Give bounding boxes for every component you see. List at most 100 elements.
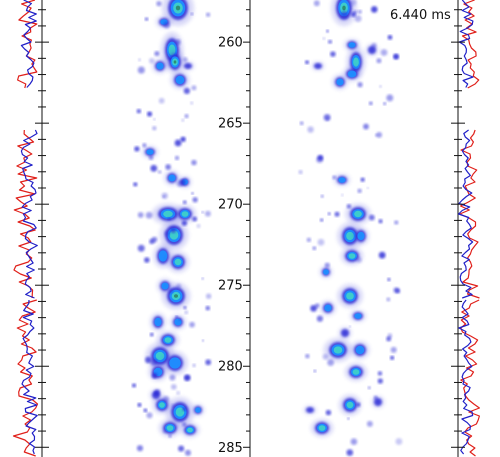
feature-dot: [205, 359, 212, 366]
feature-dot: [183, 306, 187, 310]
feature-dot: [320, 194, 324, 198]
feature-blob: [320, 300, 336, 316]
feature-blob: [337, 284, 363, 308]
feature-blob: [158, 419, 182, 437]
feature-dot: [145, 356, 152, 364]
feature-dot: [368, 214, 375, 221]
feature-dot: [181, 118, 185, 122]
feature-blob: [323, 338, 353, 362]
depth-axis-ticks: 260 265 270 275 280 285: [35, 9, 465, 456]
feature-dot: [136, 108, 141, 114]
feature-dot: [332, 175, 337, 180]
feature-dot: [390, 346, 397, 353]
feature-dot: [348, 325, 351, 328]
feature-blob: [338, 327, 352, 339]
feature-blob: [164, 170, 180, 186]
feature-blob: [191, 404, 205, 416]
feature-dot: [310, 304, 317, 312]
profile-trace: [12, 299, 39, 457]
profile-trace: [20, 0, 37, 88]
feature-dot: [327, 359, 335, 366]
feature-dot: [184, 449, 192, 456]
feature-dot: [196, 224, 201, 228]
feature-blob: [181, 61, 195, 71]
feature-dot: [176, 391, 180, 395]
feature-dot: [312, 246, 317, 251]
feature-blob: [148, 363, 168, 381]
feature-dot: [386, 94, 394, 102]
feature-blob: [166, 251, 190, 273]
feature-dot: [168, 288, 174, 294]
feature-dot: [380, 49, 388, 56]
feature-dot: [191, 192, 194, 195]
feature-dot: [134, 146, 140, 152]
feature-dot: [353, 10, 358, 14]
feature-dot: [153, 118, 156, 121]
feature-dot: [346, 204, 352, 209]
feature-dot: [377, 378, 383, 384]
feature-dot: [387, 277, 391, 282]
profile-trace: [13, 129, 38, 299]
profile-trace: [17, 0, 38, 89]
feature-dot: [192, 363, 196, 367]
feature-dot: [189, 321, 195, 328]
feature-dot: [363, 123, 369, 130]
feature-blob: [311, 61, 325, 71]
feature-dot: [316, 315, 324, 322]
feature-dot: [317, 238, 325, 246]
feature-dot: [341, 193, 344, 197]
feature-dot: [171, 403, 175, 407]
feature-blob: [353, 227, 369, 245]
depth-tick-label: 265: [218, 117, 243, 132]
feature-dot: [205, 305, 210, 311]
profile-trace: [458, 299, 474, 455]
feature-dot: [328, 39, 332, 44]
feature-dot: [369, 101, 373, 106]
feature-dot: [154, 389, 161, 396]
feature-dot: [206, 12, 211, 17]
feature-dot: [136, 445, 144, 452]
feature-dot: [340, 10, 348, 18]
feature-dot: [137, 402, 142, 407]
feature-blob: [150, 313, 166, 331]
feature-dot: [334, 211, 340, 217]
feature-dot: [164, 230, 170, 237]
feature-dot: [350, 0, 357, 6]
feature-dot: [322, 37, 326, 40]
feature-dot: [387, 35, 393, 40]
feature-dot: [386, 336, 392, 342]
feature-dot: [390, 355, 395, 360]
feature-dot: [150, 358, 158, 366]
feature-dot: [378, 251, 386, 259]
feature-dot: [150, 164, 158, 172]
feature-blob: [319, 266, 333, 278]
feature-dot: [327, 212, 331, 216]
feature-dot: [347, 417, 350, 420]
feature-dot: [146, 412, 153, 419]
feature-blob: [338, 394, 362, 416]
feature-dot: [137, 212, 144, 218]
feature-dot: [357, 82, 363, 88]
feature-dot: [330, 51, 336, 57]
feature-blob: [165, 397, 195, 427]
profile-trace: [458, 129, 474, 299]
feature-blob: [344, 363, 368, 381]
feature-dot: [178, 445, 185, 452]
feature-dot: [354, 15, 362, 23]
feature-dot: [367, 386, 371, 390]
feature-dot: [394, 220, 399, 225]
feature-dot: [182, 422, 187, 427]
feature-dot: [357, 9, 362, 14]
feature-dot: [299, 121, 304, 126]
feature-blob: [345, 203, 371, 225]
feature-dot: [357, 188, 362, 193]
feature-blob: [310, 419, 334, 437]
feature-dot: [152, 126, 157, 131]
feature-dot: [360, 177, 365, 182]
profile-trace: [461, 0, 480, 89]
feature-dot: [324, 262, 330, 268]
profile-trace: [20, 129, 38, 299]
feature-dot: [298, 170, 303, 175]
feature-dot: [175, 315, 178, 318]
feature-blob: [170, 71, 190, 89]
